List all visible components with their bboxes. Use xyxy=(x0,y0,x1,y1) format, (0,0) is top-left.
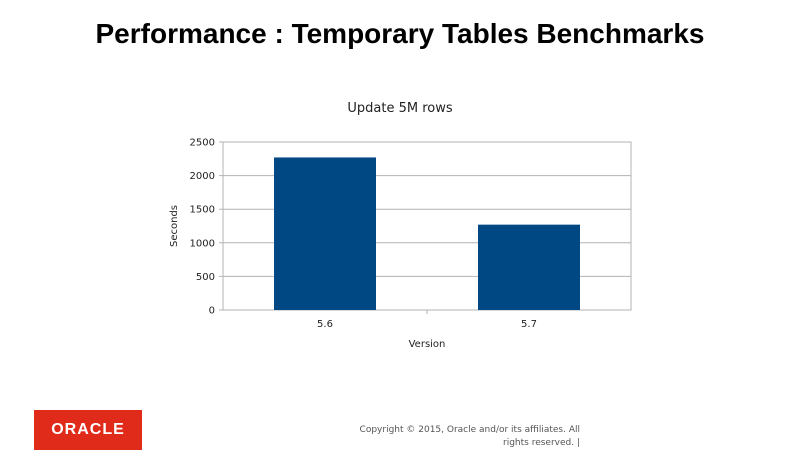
x-tick-label: 5.7 xyxy=(521,319,537,330)
y-axis-ticks: 0 500 1000 1500 2000 2500 xyxy=(190,138,215,317)
copyright-line-1: Copyright © 2015, Oracle and/or its affi… xyxy=(359,425,580,435)
y-tick-label: 500 xyxy=(196,272,215,283)
copyright-line-2: rights reserved. | xyxy=(503,438,580,448)
x-axis-label: Version xyxy=(409,339,446,350)
y-tick-label: 1000 xyxy=(190,238,215,249)
x-tick-label: 5.6 xyxy=(317,319,333,330)
y-axis-label: Seconds xyxy=(169,205,180,247)
chart-title: Update 5M rows xyxy=(347,101,452,116)
y-tick-label: 2000 xyxy=(190,171,215,182)
y-tick-label: 0 xyxy=(209,306,215,317)
oracle-logo-text: ORACLE xyxy=(51,421,125,438)
oracle-logo: ORACLE xyxy=(34,410,142,450)
bars xyxy=(274,157,580,310)
bar-5.6 xyxy=(274,157,376,310)
y-tick-label: 1500 xyxy=(190,205,215,216)
slide-title: Performance : Temporary Tables Benchmark… xyxy=(95,18,705,49)
x-axis-ticks: 5.6 5.7 xyxy=(317,310,537,330)
copyright-notice: Copyright © 2015, Oracle and/or its affi… xyxy=(330,424,580,450)
y-tick-label: 2500 xyxy=(190,138,215,149)
bar-5.7 xyxy=(478,224,580,310)
